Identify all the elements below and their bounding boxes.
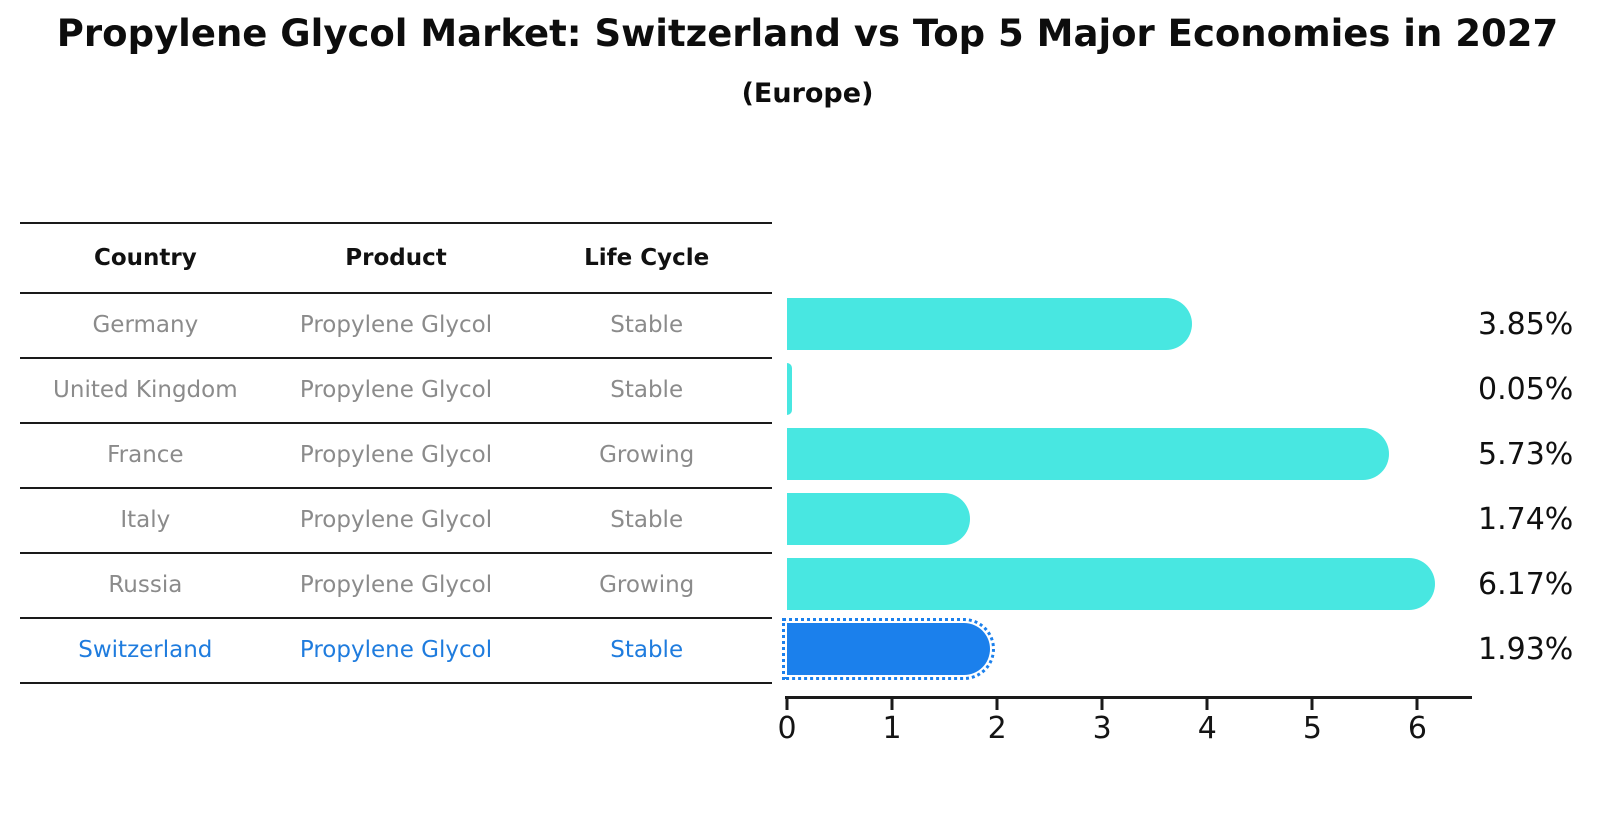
- table-row-switzerland: Switzerland Propylene Glycol Stable: [20, 619, 772, 684]
- x-tick-mark: [1415, 699, 1419, 710]
- x-tick-label: 2: [987, 711, 1007, 746]
- bar-russia: [787, 558, 1436, 610]
- x-tick-label: 1: [882, 711, 902, 746]
- table-row-france: France Propylene Glycol Growing: [20, 424, 772, 489]
- x-tick-mark: [1205, 699, 1209, 710]
- cell-country: France: [107, 442, 184, 468]
- plot-area: [782, 292, 1470, 682]
- country-table: Country Product Life Cycle Germany Propy…: [20, 222, 772, 684]
- cell-country: Switzerland: [78, 637, 213, 663]
- x-axis-line: [785, 696, 1472, 699]
- x-tick-label: 4: [1197, 711, 1217, 746]
- cell-lifecycle: Growing: [599, 442, 695, 468]
- x-tick-mark: [785, 699, 789, 710]
- column-header-country: Country: [93, 245, 197, 271]
- cell-product: Propylene Glycol: [299, 637, 493, 663]
- x-tick-mark: [890, 699, 894, 710]
- value-label-column: 3.85% 0.05% 5.73% 1.74% 6.17% 1.93%: [1478, 292, 1608, 682]
- cell-lifecycle: Stable: [610, 377, 684, 403]
- table-row-russia: Russia Propylene Glycol Growing: [20, 554, 772, 619]
- cell-lifecycle: Stable: [610, 637, 684, 663]
- x-tick-label: 5: [1302, 711, 1322, 746]
- cell-product: Propylene Glycol: [299, 507, 493, 533]
- value-label-switzerland: 1.93%: [1478, 632, 1574, 667]
- value-label-italy: 1.74%: [1478, 502, 1574, 537]
- bar-italy: [787, 493, 970, 545]
- value-label-france: 5.73%: [1478, 437, 1574, 472]
- cell-product: Propylene Glycol: [299, 377, 493, 403]
- value-label-germany: 3.85%: [1478, 307, 1574, 342]
- cell-country: Italy: [120, 507, 171, 533]
- chart-subtitle: (Europe): [741, 78, 874, 109]
- table-row-italy: Italy Propylene Glycol Stable: [20, 489, 772, 554]
- column-header-product: Product: [345, 245, 447, 271]
- table-row-germany: Germany Propylene Glycol Stable: [20, 294, 772, 359]
- cell-country: Germany: [92, 312, 199, 338]
- x-tick-mark: [1100, 699, 1104, 710]
- cell-product: Propylene Glycol: [299, 442, 493, 468]
- x-tick-label: 3: [1092, 711, 1112, 746]
- x-tick-label: 0: [777, 711, 797, 746]
- bar-france: [787, 428, 1390, 480]
- value-label-united-kingdom: 0.05%: [1478, 372, 1574, 407]
- cell-product: Propylene Glycol: [299, 312, 493, 338]
- cell-lifecycle: Stable: [610, 312, 684, 338]
- x-axis: 0 1 2 3 4 5 6: [777, 699, 1470, 749]
- bar-united-kingdom: [787, 363, 793, 415]
- cell-product: Propylene Glycol: [299, 572, 493, 598]
- x-tick-mark: [995, 699, 999, 710]
- cell-country: United Kingdom: [53, 377, 238, 403]
- cell-country: Russia: [108, 572, 183, 598]
- bar-germany: [787, 298, 1192, 350]
- cell-lifecycle: Stable: [610, 507, 684, 533]
- x-tick-mark: [1310, 699, 1314, 710]
- chart-title: Propylene Glycol Market: Switzerland vs …: [56, 12, 1559, 55]
- cell-lifecycle: Growing: [599, 572, 695, 598]
- bar-switzerland: [782, 618, 995, 680]
- column-header-lifecycle: Life Cycle: [584, 245, 710, 271]
- table-header-row: Country Product Life Cycle: [20, 224, 772, 294]
- value-label-russia: 6.17%: [1478, 567, 1574, 602]
- table-row-united-kingdom: United Kingdom Propylene Glycol Stable: [20, 359, 772, 424]
- x-tick-label: 6: [1407, 711, 1427, 746]
